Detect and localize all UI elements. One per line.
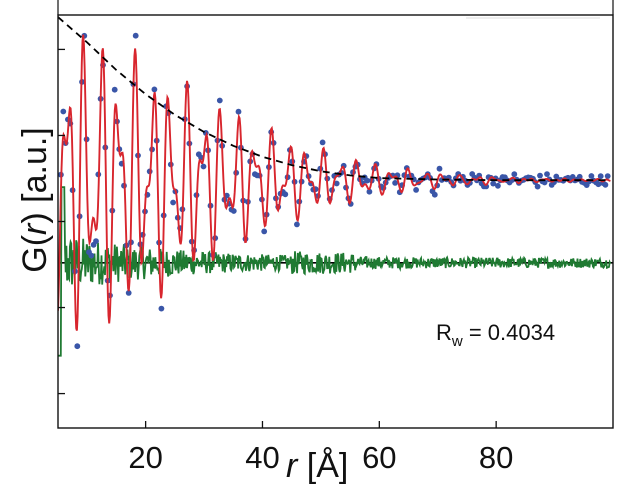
observed-point bbox=[436, 165, 443, 172]
observed-point bbox=[111, 86, 118, 93]
y-ticks bbox=[58, 48, 65, 395]
observed-point bbox=[282, 191, 289, 198]
observed-point bbox=[151, 86, 158, 93]
x-axis-title: r [Å] bbox=[286, 447, 348, 485]
y-axis-title-symbol: r bbox=[16, 222, 54, 235]
difference-line bbox=[58, 186, 612, 357]
observed-point bbox=[534, 183, 541, 190]
observed-point bbox=[604, 173, 611, 180]
observed-point bbox=[595, 181, 602, 188]
x-tick-label: 40 bbox=[245, 440, 279, 475]
observed-point bbox=[158, 305, 165, 312]
observed-point bbox=[544, 171, 550, 178]
x-tick-label: 80 bbox=[479, 440, 513, 475]
observed-points bbox=[58, 32, 611, 350]
x-ticks: 20 40 60 80 bbox=[128, 421, 513, 475]
observed-point bbox=[364, 177, 370, 184]
observed-point bbox=[511, 171, 518, 178]
x-tick-label: 60 bbox=[362, 440, 396, 475]
observed-point bbox=[125, 290, 132, 296]
observed-point bbox=[413, 187, 419, 193]
fit-line bbox=[58, 34, 611, 331]
rw-annotation: Rw = 0.4034 bbox=[436, 320, 555, 350]
observed-point bbox=[537, 172, 543, 179]
rw-subscript: w bbox=[451, 333, 463, 350]
observed-point bbox=[235, 108, 242, 115]
x-axis-title-symbol: r bbox=[286, 447, 299, 485]
observed-point bbox=[333, 180, 340, 187]
observed-point bbox=[200, 163, 207, 170]
observed-point bbox=[74, 343, 81, 350]
fit-curve bbox=[58, 34, 611, 331]
observed-point bbox=[93, 238, 99, 245]
plot-area bbox=[58, 16, 613, 357]
observed-point bbox=[602, 181, 609, 188]
y-axis-title: G(r) [a.u.] bbox=[16, 127, 54, 272]
observed-point bbox=[495, 182, 501, 189]
rw-symbol: R bbox=[436, 320, 452, 345]
y-axis-title-post: ) [a.u.] bbox=[16, 127, 54, 223]
observed-point bbox=[294, 221, 300, 228]
x-axis-title-unit: [Å] bbox=[297, 447, 348, 485]
observed-point bbox=[170, 199, 177, 206]
difference-curve bbox=[58, 186, 612, 357]
observed-point bbox=[230, 208, 237, 214]
x-tick-label: 20 bbox=[128, 440, 162, 475]
plot-frame bbox=[57, 14, 614, 429]
observed-point bbox=[319, 139, 326, 146]
observed-point bbox=[588, 173, 595, 179]
observed-point bbox=[366, 188, 373, 195]
observed-point bbox=[60, 108, 67, 115]
y-axis-title-pre: G( bbox=[16, 234, 54, 272]
observed-point bbox=[132, 32, 139, 39]
observed-point bbox=[431, 191, 438, 198]
rw-value: = 0.4034 bbox=[463, 320, 555, 345]
observed-point bbox=[490, 180, 497, 187]
observed-point bbox=[261, 228, 268, 235]
observed-point bbox=[88, 252, 95, 259]
observed-point bbox=[576, 173, 583, 180]
observed-point bbox=[216, 97, 223, 104]
observed-point bbox=[597, 173, 604, 180]
observed-point bbox=[392, 180, 398, 186]
